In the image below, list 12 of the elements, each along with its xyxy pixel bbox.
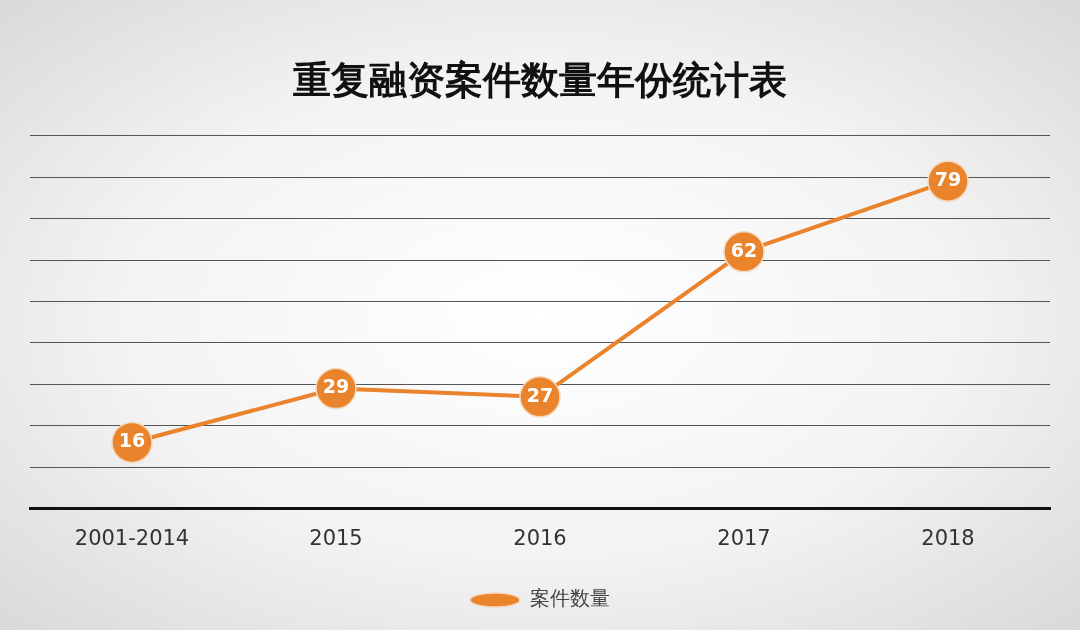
x-tick-label: 2018 — [921, 525, 975, 550]
x-tick-label: 2001-2014 — [74, 525, 190, 550]
legend-label: 案件数量 — [530, 586, 610, 611]
data-label: 62 — [730, 238, 758, 261]
data-label: 79 — [934, 168, 962, 191]
x-tick-label: 2016 — [513, 525, 567, 550]
data-label: 29 — [322, 375, 350, 398]
data-label: 16 — [118, 429, 146, 452]
data-label: 27 — [526, 383, 554, 406]
x-tick-label: 2017 — [717, 525, 771, 550]
chart-title: 重复融资案件数量年份统计表 — [293, 57, 787, 102]
x-tick-label: 2015 — [309, 525, 363, 550]
